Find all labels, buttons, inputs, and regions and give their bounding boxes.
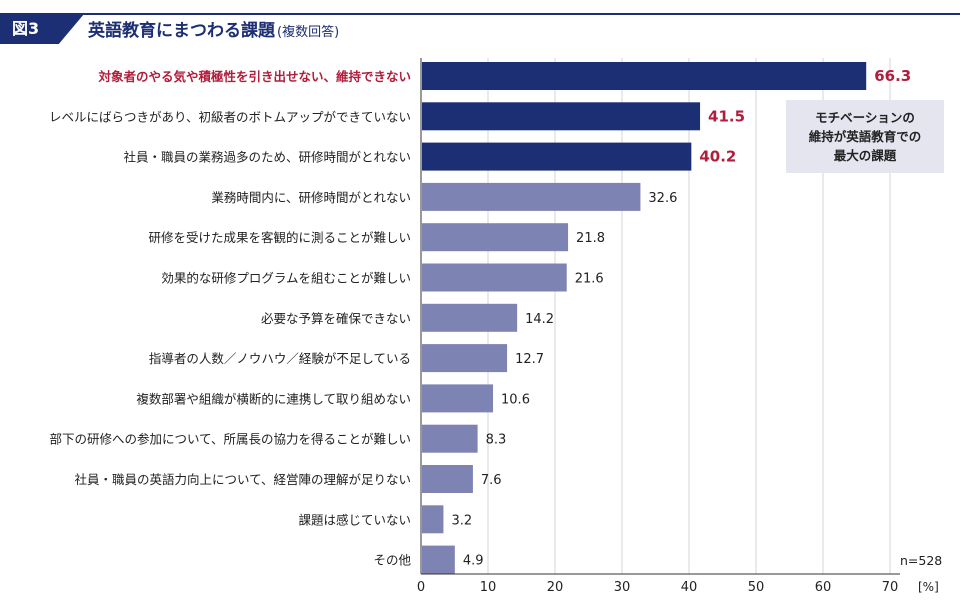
bars: [422, 62, 867, 574]
figure-title: 英語教育にまつわる課題 (複数回答): [88, 16, 339, 41]
category-label: 社員・職員の英語力向上について、経営陣の理解が足りない: [74, 472, 411, 487]
bar: [422, 384, 494, 413]
value-label: 3.2: [451, 513, 472, 528]
bar: [422, 102, 701, 131]
bar: [422, 303, 518, 332]
category-label: 必要な予算を確保できない: [261, 311, 411, 326]
category-label: 対象者のやる気や積極性を引き出せない、維持できない: [97, 69, 411, 84]
x-tick-label: 70: [882, 580, 899, 595]
figure-subtitle: (複数回答): [277, 25, 340, 40]
value-label: 40.2: [699, 148, 736, 166]
bar: [422, 142, 692, 171]
callout-line: 最大の課題: [833, 148, 897, 163]
category-label: 複数部署や組織が横断的に連携して取り組めない: [136, 391, 411, 406]
x-tick-label: 40: [681, 580, 698, 595]
bar: [422, 62, 867, 90]
category-label: 指導者の人数／ノウハウ／経験が不足している: [149, 351, 411, 366]
category-label: 業務時間内に、研修時間がとれない: [211, 190, 411, 205]
bar: [422, 545, 455, 574]
category-label: レベルにばらつきがあり、初級者のボトムアップができていない: [49, 109, 411, 124]
sample-size-note: n=528: [900, 553, 943, 568]
bar: [422, 223, 569, 252]
value-label: 12.7: [515, 352, 544, 367]
value-label: 21.8: [576, 231, 605, 246]
header-rule: [0, 13, 960, 15]
category-label: 効果的な研修プログラムを組むことが難しい: [161, 271, 411, 286]
x-tick-label: 30: [614, 580, 631, 595]
bar: [422, 424, 478, 453]
value-label: 14.2: [525, 312, 554, 327]
bar: [422, 505, 444, 534]
labels: 0 10 20 30 40 50 60 70 [%] 対象者のやる気や積極性を引き出せない、維持で…: [49, 67, 939, 595]
value-label: 32.6: [648, 191, 677, 206]
x-tick-label: 0: [417, 580, 425, 595]
bar: [422, 263, 567, 292]
callout-line: 維持が英語教育での: [808, 129, 922, 144]
value-label: 66.3: [874, 67, 911, 85]
category-label: 社員・職員の業務過多のため、研修時間がとれない: [123, 150, 411, 165]
bar: [422, 344, 508, 373]
callout-box: モチベーションの 維持が英語教育での 最大の課題: [786, 100, 944, 173]
callout-line: モチベーションの: [815, 110, 915, 125]
figure-title-text: 英語教育にまつわる課題: [88, 21, 275, 41]
category-label: その他: [373, 553, 411, 568]
x-unit-label: [%]: [918, 580, 939, 594]
category-label: 部下の研修への参加について、所属長の協力を得ることが難しい: [49, 432, 411, 447]
x-tick-label: 20: [547, 580, 564, 595]
value-label: 41.5: [708, 107, 745, 125]
bar: [422, 182, 641, 211]
category-label: 課題は感じていない: [298, 512, 411, 527]
value-label: 7.6: [481, 473, 502, 488]
value-label: 10.6: [501, 392, 530, 407]
x-tick-label: 60: [815, 580, 832, 595]
value-label: 8.3: [486, 433, 507, 448]
value-label: 4.9: [463, 554, 484, 569]
figure-header: 図3 英語教育にまつわる課題 (複数回答): [0, 0, 960, 44]
x-tick-label: 50: [748, 580, 765, 595]
x-tick-label: 10: [480, 580, 497, 595]
axes: [420, 58, 900, 575]
bar: [422, 465, 473, 493]
category-label: 研修を受けた成果を客観的に測ることが難しい: [148, 230, 411, 245]
value-label: 21.6: [575, 272, 604, 287]
